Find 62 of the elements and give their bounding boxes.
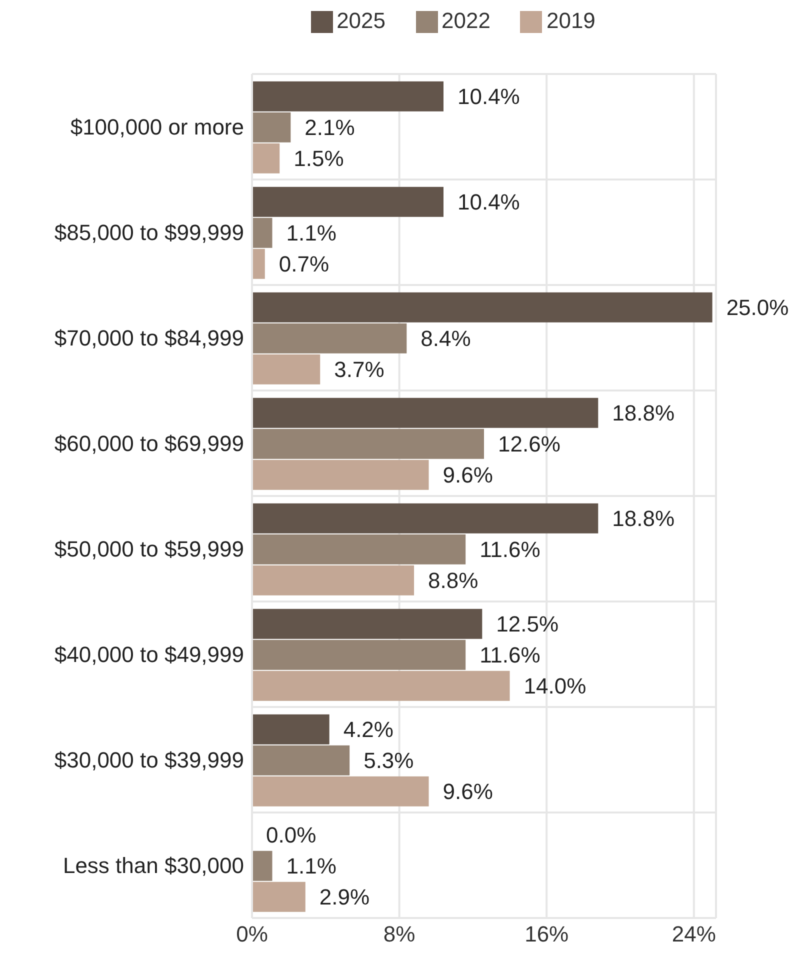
bar [252,428,484,459]
data-label: 1.1% [286,220,336,246]
legend-label: 2019 [546,8,596,33]
data-label: 1.1% [286,853,336,878]
data-label: 8.4% [420,326,471,351]
y-tick-label: $40,000 to $49,999 [54,642,244,668]
data-label: 5.3% [364,748,414,773]
data-label: 12.6% [498,431,560,456]
data-label: 3.7% [334,356,384,382]
data-label: 9.6% [442,778,493,804]
x-tick-label: 8% [383,922,416,947]
data-label: 11.6% [480,536,540,562]
bar [252,745,350,776]
x-tick-label: 16% [524,922,569,947]
bar [252,714,330,744]
bar [252,670,510,701]
data-label: 18.8% [612,506,675,531]
bar [252,323,407,354]
bar [252,608,482,639]
data-label: 0.7% [278,251,330,276]
data-label: 4.2% [343,716,394,742]
data-label: 11.6% [480,642,540,668]
bar [252,248,265,279]
data-label: 10.4% [457,189,520,214]
data-label: 0.0% [266,822,316,848]
bar [252,218,272,248]
data-label: 8.8% [428,568,478,593]
bar [252,882,306,912]
bar [252,460,429,490]
data-label: 2.9% [319,884,370,910]
data-label: 10.4% [457,84,520,109]
bar [252,850,272,881]
y-tick-label: Less than $30,000 [62,853,244,878]
bar [252,565,414,596]
data-label: 1.5% [294,146,344,171]
y-tick-label: $70,000 to $84,999 [54,326,244,351]
data-label: 25.0% [726,294,789,320]
bar [252,112,291,142]
y-tick-label: $60,000 to $69,999 [54,431,244,456]
x-tick-label: 24% [672,922,716,947]
y-tick-label: $50,000 to $59,999 [54,536,244,562]
legend-label: 2022 [442,8,490,33]
bar [252,143,280,174]
bar [252,503,598,534]
bar [252,354,320,384]
bar [252,81,444,112]
data-label: 9.6% [442,462,493,488]
bar [252,640,466,670]
bar [252,186,444,217]
bar [252,292,712,322]
bar [252,534,466,564]
data-label: 18.8% [612,400,675,426]
bar [252,398,598,428]
data-label: 2.1% [304,114,355,140]
y-tick-label: $85,000 to $99,999 [54,220,244,246]
x-tick-label: 0% [236,922,268,947]
bar [252,776,429,806]
legend-label: 2025 [336,8,386,33]
y-tick-label: $30,000 to $39,999 [54,748,244,773]
data-label: 14.0% [524,673,586,698]
y-tick-label: $100,000 or more [70,114,244,140]
data-label: 12.5% [496,611,559,636]
